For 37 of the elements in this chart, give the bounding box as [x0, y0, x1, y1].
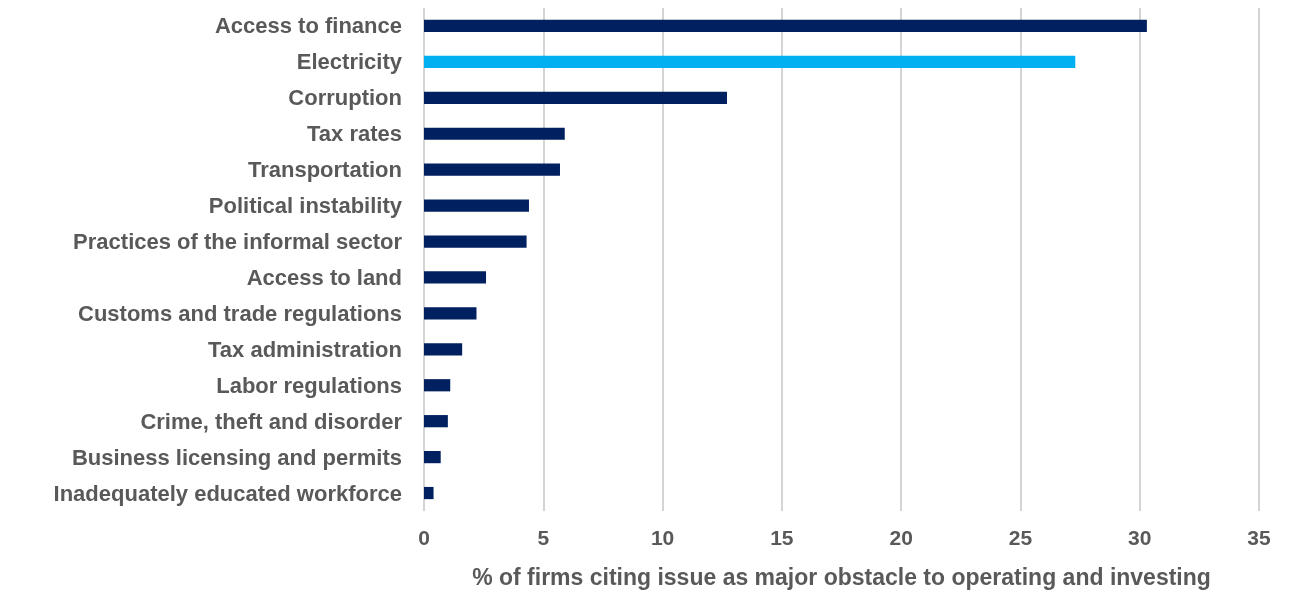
- y-tick-label: Crime, theft and disorder: [140, 408, 403, 434]
- bar: [424, 307, 477, 320]
- bar: [424, 199, 529, 212]
- y-tick-label: Labor regulations: [216, 372, 402, 398]
- y-tick-label: Customs and trade regulations: [78, 300, 402, 326]
- y-tick-label: Practices of the informal sector: [73, 229, 403, 255]
- bar: [424, 55, 1076, 68]
- x-tick-label: 10: [650, 526, 675, 549]
- x-tick-label: 5: [537, 526, 550, 549]
- x-tick-label: 15: [770, 526, 794, 549]
- x-tick-label: 30: [1128, 526, 1152, 549]
- y-tick-label: Tax administration: [208, 336, 402, 362]
- y-tick-label: Inadequately educated workforce: [53, 480, 402, 506]
- x-axis-title: % of firms citing issue as major obstacle to operating and investing: [472, 563, 1211, 590]
- bar: [424, 127, 565, 140]
- x-tick-label: 35: [1247, 526, 1271, 549]
- y-tick-label: Tax rates: [307, 121, 402, 147]
- y-tick-label: Transportation: [247, 157, 402, 183]
- y-tick-label: Business licensing and permits: [71, 444, 402, 470]
- bar: [424, 486, 434, 500]
- bar: [424, 451, 441, 464]
- x-tick-label: 25: [1008, 526, 1033, 549]
- x-tick-label: 20: [889, 526, 913, 549]
- y-tick-label: Corruption: [288, 85, 402, 111]
- y-tick-label: Access to finance: [214, 13, 402, 39]
- bar: [424, 235, 527, 248]
- bar: [424, 379, 451, 392]
- bar: [424, 271, 487, 284]
- bar: [424, 415, 448, 428]
- x-tick-label: 0: [418, 526, 430, 549]
- bar: [424, 19, 1147, 33]
- bar: [424, 343, 463, 356]
- y-tick-label: Access to land: [246, 264, 402, 290]
- bar: [424, 91, 727, 104]
- y-tick-label: Political instability: [208, 193, 403, 219]
- bar: [424, 163, 560, 176]
- y-tick-label: Electricity: [296, 49, 403, 75]
